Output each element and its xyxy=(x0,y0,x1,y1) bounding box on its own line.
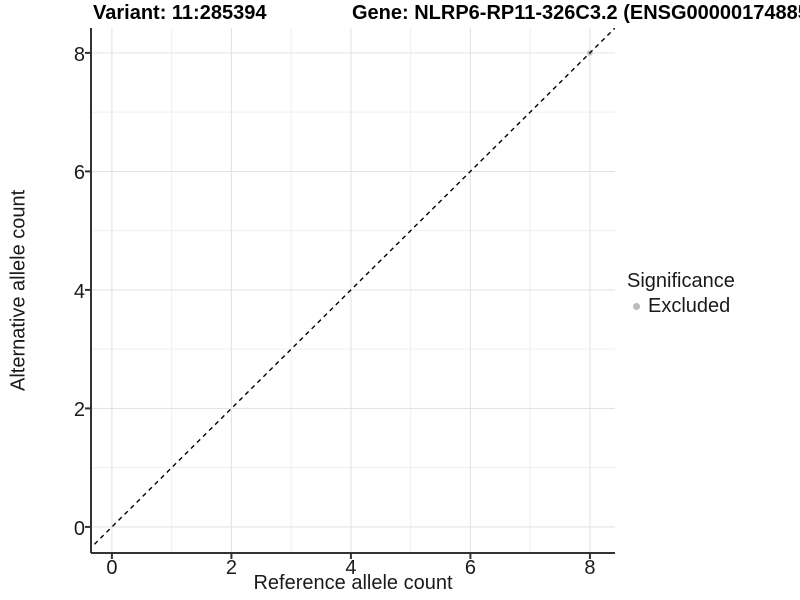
x-tick-label: 0 xyxy=(106,557,118,579)
y-tick-label: 4 xyxy=(73,280,85,303)
x-tick-label: 8 xyxy=(584,557,596,579)
x-tick-label: 2 xyxy=(225,557,237,579)
y-axis-title: Alternative allele count xyxy=(7,189,30,392)
y-tick-label: 6 xyxy=(73,162,85,185)
legend: Significance Excluded xyxy=(627,270,735,318)
x-axis-title: Reference allele count xyxy=(253,572,453,594)
y-tick-label: 2 xyxy=(73,399,85,422)
legend-item-excluded: Excluded xyxy=(627,295,735,318)
legend-key xyxy=(627,297,645,317)
excluded-circle-icon xyxy=(632,303,640,310)
gene-title: Gene: NLRP6-RP11-326C3.2 (ENSG0000017488… xyxy=(352,2,800,24)
variant-title: Variant: 11:285394 xyxy=(93,2,267,24)
x-tick-label: 4 xyxy=(345,557,357,579)
y-tick-label: 0 xyxy=(73,517,85,540)
x-tick-label: 6 xyxy=(464,557,476,579)
y-tick-label: 8 xyxy=(73,43,85,66)
legend-item-label: Excluded xyxy=(648,295,731,317)
legend-title: Significance xyxy=(627,270,735,292)
